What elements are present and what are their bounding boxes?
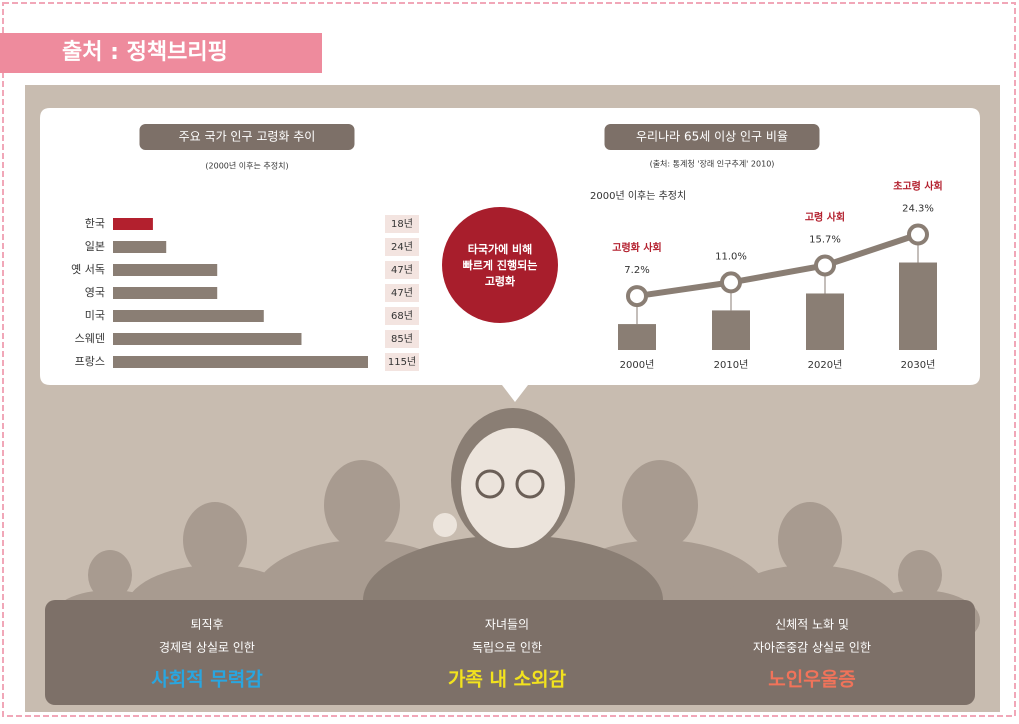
value-label: 24.3% <box>902 204 934 215</box>
chart-title: 주요 국가 인구 고령화 추이 <box>179 130 316 144</box>
value-label: 47년 <box>391 264 413 276</box>
value-label: 7.2% <box>624 265 649 276</box>
bar <box>113 264 217 276</box>
bar <box>113 241 166 253</box>
chart-title: 우리나라 65세 이상 인구 비율 <box>636 130 788 144</box>
y-tick-label: 영국 <box>85 286 105 299</box>
line-point <box>816 256 834 274</box>
y-tick-label: 프랑스 <box>75 355 105 368</box>
y-tick-label: 옛 서독 <box>71 263 105 276</box>
bar <box>806 293 844 350</box>
panel-text: 퇴직후 <box>190 618 223 632</box>
line-point <box>909 226 927 244</box>
value-label: 85년 <box>391 333 413 345</box>
panel-highlight: 사회적 무력감 <box>151 669 263 691</box>
bar <box>618 324 656 350</box>
value-label: 11.0% <box>715 251 747 262</box>
value-label: 68년 <box>391 310 413 322</box>
annotation: 고령 사회 <box>805 210 845 223</box>
x-tick-label: 2020년 <box>808 359 843 371</box>
bar <box>113 218 153 230</box>
y-tick-label: 미국 <box>85 309 105 322</box>
annotation: 고령화 사회 <box>612 241 661 254</box>
value-label: 18년 <box>391 218 413 230</box>
x-tick-label: 2030년 <box>901 359 936 371</box>
line-point <box>722 273 740 291</box>
y-tick-label: 일본 <box>85 239 105 253</box>
panel-text: 독립으로 인한 <box>472 641 542 655</box>
y-tick-label: 스웨덴 <box>75 332 105 345</box>
center-text: 빠르게 진행되는 <box>463 258 538 272</box>
value-label: 15.7% <box>809 234 841 245</box>
value-label: 115년 <box>388 356 416 368</box>
x-tick-label: 2010년 <box>714 359 749 371</box>
chart-source: (출처: 통계청 '장래 인구추계' 2010) <box>650 159 775 169</box>
panel-text: 자녀들의 <box>485 618 529 632</box>
panel-highlight: 가족 내 소외감 <box>448 669 567 691</box>
panel-highlight: 노인우울증 <box>768 669 855 691</box>
y-tick-label: 한국 <box>85 217 105 230</box>
value-label: 47년 <box>391 287 413 299</box>
infographic: 출처 : 정책브리핑 타국가에 비해빠르게 진행되는고령화 주요 국가 인구 고… <box>0 0 1019 720</box>
bar <box>712 310 750 350</box>
center-text: 고령화 <box>485 274 515 288</box>
panel-text: 신체적 노화 및 <box>775 618 849 632</box>
bar <box>113 310 264 322</box>
chart-note: 2000년 이후는 추정치 <box>590 190 686 202</box>
value-label: 24년 <box>391 241 413 253</box>
x-tick-label: 2000년 <box>620 359 655 371</box>
header-title: 출처 : 정책브리핑 <box>62 40 228 65</box>
chart-subtitle: (2000년 이후는 추정치) <box>205 161 288 171</box>
panel-text: 경제력 상실로 인한 <box>159 641 255 655</box>
panel-text: 자아존중감 상실로 인한 <box>753 641 871 655</box>
bar <box>113 287 217 299</box>
line-point <box>628 287 646 305</box>
annotation: 초고령 사회 <box>893 180 942 193</box>
bar <box>899 263 937 350</box>
bar <box>113 333 301 345</box>
bar <box>113 356 368 368</box>
center-text: 타국가에 비해 <box>468 242 533 256</box>
